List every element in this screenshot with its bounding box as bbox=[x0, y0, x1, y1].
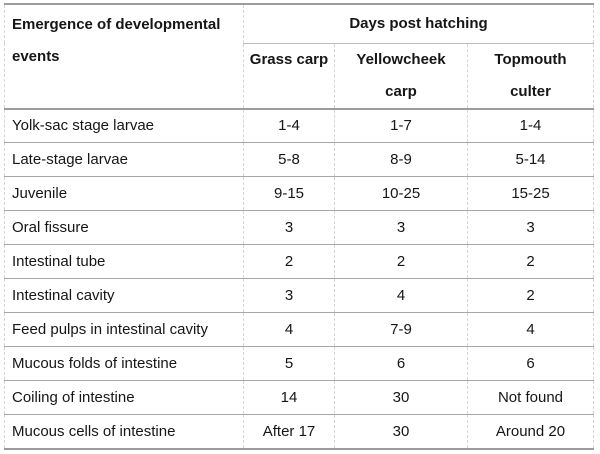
data-cell: 2 bbox=[467, 244, 594, 279]
group-header-days-post-hatching: Days post hatching bbox=[243, 4, 594, 44]
data-cell: 2 bbox=[243, 244, 335, 279]
row-label-cell: Mucous folds of intestine bbox=[4, 346, 244, 381]
table-row: Juvenile 9-15 10-25 15-25 bbox=[4, 176, 594, 211]
table-row: Feed pulps in intestinal cavity 4 7-9 4 bbox=[4, 312, 594, 347]
data-cell: 5 bbox=[243, 346, 335, 381]
data-cell: 3 bbox=[243, 210, 335, 245]
data-cell: Around 20 bbox=[467, 414, 594, 449]
data-cell: 15-25 bbox=[467, 176, 594, 211]
table-row: Coiling of intestine 14 30 Not found bbox=[4, 380, 594, 415]
data-cell: 7-9 bbox=[334, 312, 468, 347]
column-header-line: Topmouth bbox=[494, 50, 567, 68]
corner-header: Emergence of developmental events bbox=[4, 4, 244, 109]
data-cell: After 17 bbox=[243, 414, 335, 449]
header-row-group: Emergence of developmental events Days p… bbox=[4, 4, 594, 109]
row-label-cell: Feed pulps in intestinal cavity bbox=[4, 312, 244, 347]
data-cell: 1-7 bbox=[334, 107, 468, 143]
data-cell: 1-4 bbox=[467, 107, 594, 143]
data-cell: 30 bbox=[334, 380, 468, 415]
data-cell: 2 bbox=[467, 278, 594, 313]
data-cell: 6 bbox=[467, 346, 594, 381]
developmental-events-table: Emergence of developmental events Days p… bbox=[4, 3, 594, 450]
data-cell: 3 bbox=[243, 278, 335, 313]
column-header-line: Yellowcheek bbox=[356, 50, 446, 68]
corner-header-line2: events bbox=[12, 48, 60, 65]
column-header-yellowcheek-carp: Yellowcheek carp bbox=[334, 43, 468, 109]
row-label-cell: Intestinal cavity bbox=[4, 278, 244, 313]
data-cell: 3 bbox=[467, 210, 594, 245]
table-row: Intestinal tube 2 2 2 bbox=[4, 244, 594, 279]
table-row: Mucous cells of intestine After 17 30 Ar… bbox=[4, 414, 594, 449]
data-cell: 5-8 bbox=[243, 142, 335, 177]
column-header-line: Grass carp bbox=[249, 50, 329, 68]
row-label-cell: Mucous cells of intestine bbox=[4, 414, 244, 449]
row-label-cell: Intestinal tube bbox=[4, 244, 244, 279]
data-cell: 30 bbox=[334, 414, 468, 449]
data-cell: 1-4 bbox=[243, 107, 335, 143]
corner-header-line1: Emergence of developmental bbox=[12, 16, 221, 33]
row-label-cell: Juvenile bbox=[4, 176, 244, 211]
table-row: Late-stage larvae 5-8 8-9 5-14 bbox=[4, 142, 594, 177]
row-label-cell: Coiling of intestine bbox=[4, 380, 244, 415]
table-row: Mucous folds of intestine 5 6 6 bbox=[4, 346, 594, 381]
data-cell: 8-9 bbox=[334, 142, 468, 177]
column-header-topmouth-culter: Topmouth culter bbox=[467, 43, 594, 109]
column-header-line: culter bbox=[510, 82, 551, 100]
data-cell: 4 bbox=[467, 312, 594, 347]
table-row: Intestinal cavity 3 4 2 bbox=[4, 278, 594, 313]
data-cell: 6 bbox=[334, 346, 468, 381]
column-header-grass-carp: Grass carp bbox=[243, 43, 335, 109]
row-label-cell: Late-stage larvae bbox=[4, 142, 244, 177]
data-cell: 4 bbox=[243, 312, 335, 347]
data-cell: 9-15 bbox=[243, 176, 335, 211]
data-cell: 2 bbox=[334, 244, 468, 279]
data-cell: Not found bbox=[467, 380, 594, 415]
row-label-cell: Oral fissure bbox=[4, 210, 244, 245]
table-row: Oral fissure 3 3 3 bbox=[4, 210, 594, 245]
header-row-species: Grass carp Yellowcheek carp Topmouth cul… bbox=[5, 43, 594, 109]
data-cell: 4 bbox=[334, 278, 468, 313]
data-cell: 10-25 bbox=[334, 176, 468, 211]
row-label-cell: Yolk-sac stage larvae bbox=[4, 107, 244, 143]
data-cell: 3 bbox=[334, 210, 468, 245]
table-row: Yolk-sac stage larvae 1-4 1-7 1-4 bbox=[4, 107, 594, 143]
data-cell: 5-14 bbox=[467, 142, 594, 177]
column-header-line: carp bbox=[385, 82, 417, 100]
data-cell: 14 bbox=[243, 380, 335, 415]
